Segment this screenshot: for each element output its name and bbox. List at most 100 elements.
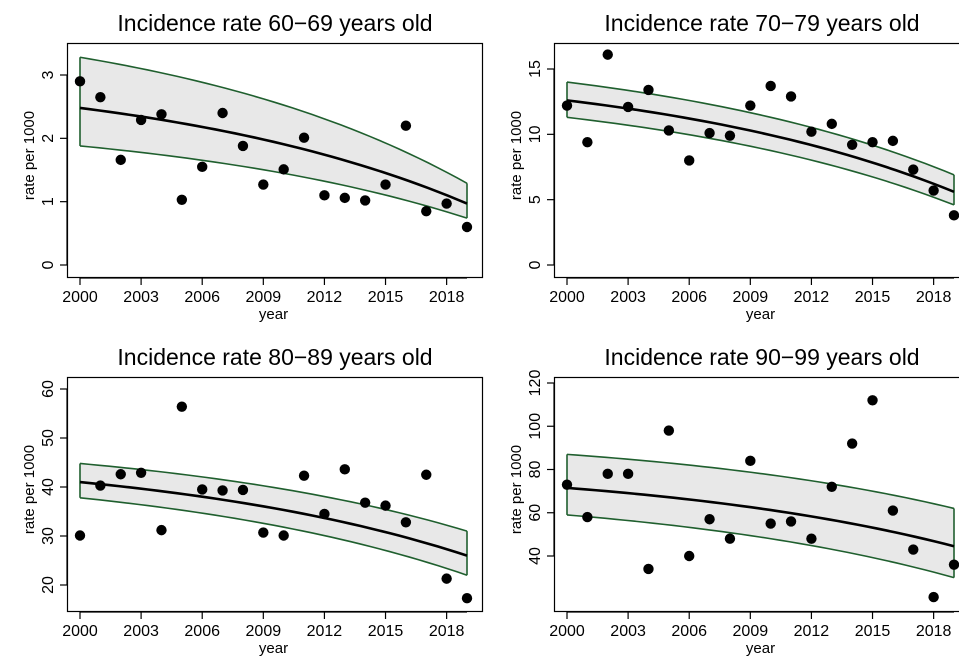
x-tick-label: 2009 xyxy=(733,623,769,640)
x-tick-label: 2006 xyxy=(671,289,707,306)
data-point xyxy=(663,425,675,436)
data-point xyxy=(684,550,695,562)
x-tick-label: 2009 xyxy=(733,289,769,306)
chart-panel-1: 0 1 2 3 2000 2003 2006 2009 2012 2015 2018 Incidenc… xyxy=(21,10,484,323)
data-point xyxy=(928,591,939,603)
chart-title: Incidence rate 90−99 years old xyxy=(604,344,919,370)
x-tick-label: 2015 xyxy=(855,623,891,640)
confidence-upper-line xyxy=(566,81,955,176)
x-axis-label: year xyxy=(746,306,775,323)
x-tick-label: 2018 xyxy=(916,623,952,640)
data-point xyxy=(258,179,269,190)
data-point xyxy=(561,100,573,111)
data-point xyxy=(602,468,613,480)
data-point xyxy=(115,154,126,166)
confidence-lower-line xyxy=(566,514,955,579)
data-point xyxy=(237,140,249,152)
x-tick-label: 2018 xyxy=(429,623,465,640)
chart-panel-3: 20 30 40 50 60 2000 2003 2006 2009 2012 2015 2018 In… xyxy=(21,344,484,657)
y-tick-label: 60 xyxy=(527,504,544,522)
data-point xyxy=(643,84,654,96)
data-point xyxy=(908,544,919,555)
fitted-trend-line xyxy=(566,486,955,548)
data-point xyxy=(663,125,675,136)
data-point xyxy=(115,469,126,480)
y-tick-label: 40 xyxy=(527,547,544,565)
data-point xyxy=(846,438,858,449)
confidence-band xyxy=(567,454,954,578)
data-point xyxy=(400,120,412,131)
x-tick-label: 2012 xyxy=(794,289,830,306)
data-point xyxy=(400,517,412,528)
data-point xyxy=(724,130,736,141)
data-point xyxy=(867,395,878,406)
data-point xyxy=(785,516,797,527)
confidence-band xyxy=(80,463,467,576)
data-point xyxy=(237,484,249,496)
data-point xyxy=(339,192,350,204)
data-point xyxy=(319,508,330,520)
x-tick-label: 2000 xyxy=(62,623,98,640)
data-point xyxy=(441,198,452,209)
y-tick-label: 30 xyxy=(40,527,57,545)
data-point xyxy=(846,139,858,150)
y-tick-label: 3 xyxy=(40,70,57,79)
data-point xyxy=(278,530,289,541)
fitted-trend-line xyxy=(79,480,468,557)
y-tick-label: 15 xyxy=(527,60,544,78)
y-tick-label: 40 xyxy=(40,478,57,496)
x-tick-label: 2003 xyxy=(123,289,159,306)
data-point xyxy=(95,480,106,491)
chart-panel-4: 40 60 80 100 120 2000 2003 2006 2009 2012 2015 2018… xyxy=(508,344,959,657)
y-tick-label: 10 xyxy=(527,125,544,143)
data-point xyxy=(359,195,371,206)
plot-frame xyxy=(66,42,484,279)
data-point xyxy=(278,164,289,175)
data-point xyxy=(135,114,147,126)
data-point xyxy=(887,505,899,516)
data-point xyxy=(785,91,797,102)
data-point xyxy=(135,467,147,478)
data-point xyxy=(156,109,167,120)
data-point xyxy=(359,497,371,508)
x-tick-label: 2012 xyxy=(794,623,830,640)
y-tick-label: 120 xyxy=(527,370,544,397)
x-tick-label: 2015 xyxy=(368,623,404,640)
x-tick-label: 2006 xyxy=(184,289,220,306)
x-tick-label: 2018 xyxy=(916,289,952,306)
y-tick-label: 100 xyxy=(527,413,544,440)
data-point xyxy=(258,527,269,538)
data-point xyxy=(948,210,959,221)
chart-title: Incidence rate 60−69 years old xyxy=(117,10,432,36)
x-tick-label: 2003 xyxy=(610,623,646,640)
data-point xyxy=(217,485,228,496)
plot-frame xyxy=(66,376,484,613)
data-point xyxy=(74,76,86,87)
y-axis-label: rate per 1000 xyxy=(21,445,38,534)
x-tick-label: 2000 xyxy=(549,623,585,640)
x-tick-label: 2003 xyxy=(610,289,646,306)
confidence-upper-line xyxy=(566,453,955,510)
confidence-lower-line xyxy=(79,145,468,219)
data-point xyxy=(826,481,837,492)
x-axis-label: year xyxy=(259,640,288,657)
data-point xyxy=(602,49,613,60)
x-tick-label: 2015 xyxy=(855,289,891,306)
confidence-lower-line xyxy=(566,116,955,206)
confidence-band xyxy=(567,82,954,205)
y-tick-label: 1 xyxy=(40,197,57,206)
x-tick-label: 2012 xyxy=(307,623,343,640)
data-point xyxy=(765,80,776,92)
data-point xyxy=(421,205,432,217)
chart-title: Incidence rate 70−79 years old xyxy=(604,10,919,36)
data-point xyxy=(461,593,473,604)
data-point xyxy=(826,118,837,130)
data-point xyxy=(561,479,573,490)
confidence-band xyxy=(80,57,467,219)
data-point xyxy=(197,161,208,173)
data-point xyxy=(908,164,919,175)
data-point xyxy=(339,464,350,475)
data-point xyxy=(928,185,939,196)
data-point xyxy=(745,100,756,111)
